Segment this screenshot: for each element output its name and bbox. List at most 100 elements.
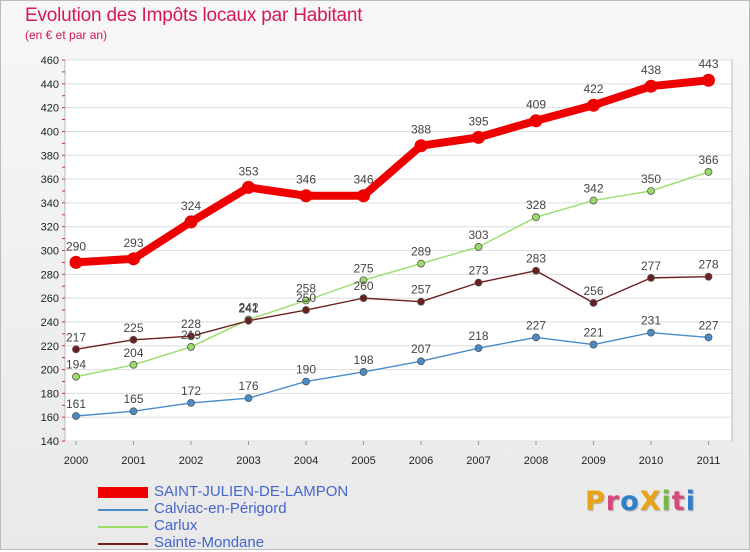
logo-letter: t: [671, 486, 686, 517]
data-label: 277: [641, 259, 661, 273]
y-tick-label: 460: [41, 55, 59, 67]
data-point: [244, 394, 253, 403]
x-tick-label: 2005: [351, 455, 375, 467]
data-point: [702, 73, 715, 87]
data-point: [72, 345, 80, 354]
y-tick-label: 320: [41, 222, 59, 234]
y-tick-label: 380: [41, 150, 59, 162]
x-tick-label: 2000: [64, 455, 88, 467]
data-point: [359, 294, 368, 303]
data-label: 289: [411, 245, 431, 259]
data-point: [187, 343, 195, 351]
legend: SAINT-JULIEN-DE-LAMPON Calviac-en-Périgo…: [98, 483, 378, 552]
logo-letter: i: [661, 486, 672, 517]
logo-letter: i: [685, 486, 696, 517]
y-tick-label: 220: [41, 341, 59, 353]
data-label: 227: [526, 318, 546, 332]
data-point: [529, 114, 543, 128]
data-label: 275: [353, 261, 373, 275]
data-point: [644, 79, 658, 93]
data-label: 231: [641, 314, 661, 328]
data-label: 250: [296, 291, 316, 305]
proxiti-logo[interactable]: ProXiti: [585, 486, 696, 517]
logo-letter: P: [585, 486, 606, 517]
data-label: 256: [583, 284, 603, 298]
legend-item-saint-julien[interactable]: SAINT-JULIEN-DE-LAMPON: [98, 483, 378, 501]
data-point: [472, 130, 485, 144]
data-label: 217: [66, 330, 86, 344]
data-point: [474, 278, 483, 287]
data-point: [704, 168, 713, 176]
data-label: 303: [468, 228, 488, 242]
data-point: [474, 243, 483, 251]
data-point: [647, 273, 655, 282]
y-tick-label: 280: [41, 269, 59, 281]
data-point: [244, 316, 253, 325]
y-tick-label: 140: [41, 436, 59, 448]
logo-letter: r: [605, 486, 621, 517]
data-point: [589, 298, 598, 307]
data-label: 443: [698, 57, 718, 71]
legend-label: SAINT-JULIEN-DE-LAMPON: [154, 483, 349, 500]
data-point: [129, 335, 138, 344]
y-tick-label: 440: [41, 79, 59, 91]
y-tick-label: 360: [41, 174, 59, 186]
data-point: [359, 368, 368, 376]
y-tick-label: 240: [41, 317, 59, 329]
data-label: 283: [526, 252, 546, 266]
data-point: [359, 276, 368, 285]
series-line: [75, 270, 710, 351]
y-tick-label: 300: [41, 246, 59, 258]
data-point: [587, 98, 600, 112]
legend-swatch: [98, 543, 148, 545]
series-line: [75, 171, 710, 378]
data-point: [357, 189, 370, 203]
data-label: 258: [296, 282, 316, 296]
data-label: 422: [583, 82, 603, 96]
chart-subtitle: (en € et par an): [25, 28, 108, 42]
legend-item-sainte-mondane[interactable]: Sainte-Mondane: [98, 534, 378, 552]
data-point: [417, 259, 425, 268]
data-point: [129, 360, 138, 369]
legend-label: Carlux: [154, 517, 198, 534]
data-point: [647, 328, 655, 337]
data-label: 172: [181, 384, 201, 398]
x-tick-label: 2010: [639, 455, 663, 467]
data-label: 366: [698, 153, 718, 167]
data-label: 353: [238, 164, 258, 178]
data-point: [302, 296, 310, 305]
data-point: [72, 372, 80, 381]
data-point: [127, 252, 140, 266]
data-point: [532, 266, 540, 275]
legend-label: Sainte-Mondane: [154, 534, 265, 551]
data-point: [414, 139, 428, 153]
data-label: 227: [698, 318, 718, 332]
data-label: 219: [181, 328, 201, 342]
x-tick-label: 2009: [581, 455, 605, 467]
y-tick-label: 260: [41, 293, 59, 305]
data-label: 242: [238, 301, 258, 315]
logo-letter: X: [639, 486, 662, 517]
legend-item-carlux[interactable]: Carlux: [98, 517, 378, 535]
data-label: 228: [181, 317, 201, 331]
data-point: [129, 407, 138, 416]
y-tick-label: 400: [41, 126, 59, 138]
x-tick-label: 2003: [236, 455, 260, 467]
data-label: 293: [123, 236, 143, 250]
x-tick-label: 2011: [697, 455, 721, 467]
legend-swatch: [98, 509, 148, 511]
data-label: 207: [411, 342, 431, 356]
data-label: 328: [526, 198, 546, 212]
series-line: [72, 76, 713, 267]
data-label: 260: [353, 279, 373, 293]
data-label: 241: [238, 302, 258, 316]
data-point: [242, 180, 255, 194]
data-label: 225: [123, 321, 143, 335]
legend-item-calviac[interactable]: Calviac-en-Périgord: [98, 500, 378, 518]
x-tick-label: 2002: [179, 455, 203, 467]
data-label: 350: [641, 172, 661, 186]
data-point: [184, 215, 198, 229]
data-point: [532, 333, 540, 342]
data-label: 176: [238, 379, 258, 393]
